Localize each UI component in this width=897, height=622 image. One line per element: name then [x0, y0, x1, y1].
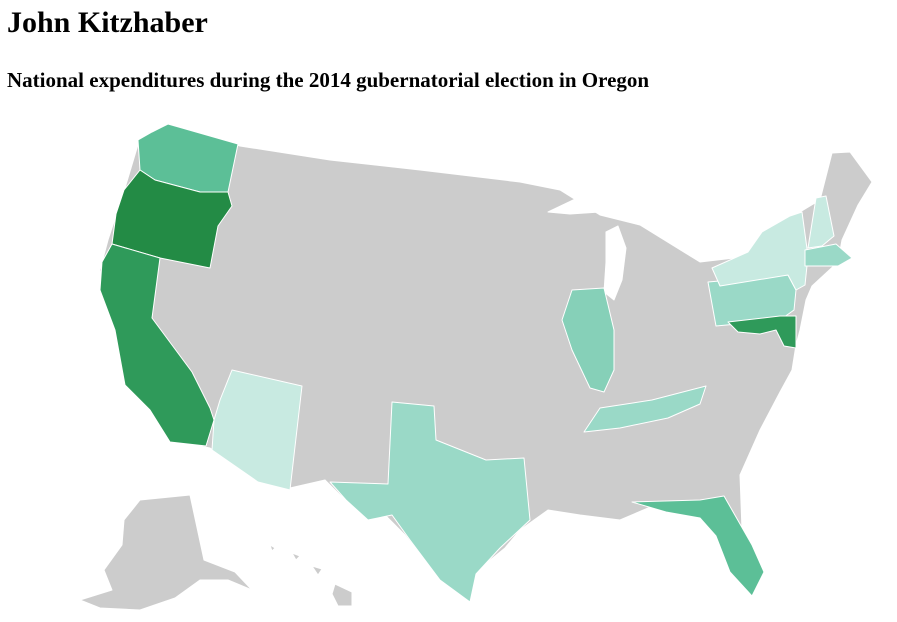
page-subtitle: National expenditures during the 2014 gu…	[7, 68, 650, 92]
state-tennessee[interactable]	[583, 385, 707, 433]
state-california[interactable]	[99, 243, 215, 447]
state-new-hampshire[interactable]	[807, 195, 835, 249]
alaska-shape	[79, 494, 253, 611]
state-texas[interactable]	[329, 401, 531, 603]
hawaii-shape	[269, 544, 353, 607]
state-new-york[interactable]	[711, 211, 809, 291]
lake-michigan	[603, 225, 627, 301]
page-title: John Kitzhaber	[7, 6, 208, 39]
state-arizona[interactable]	[211, 369, 303, 491]
state-massachusetts[interactable]	[804, 243, 853, 267]
lake-superior	[547, 191, 613, 215]
state-florida[interactable]	[631, 495, 765, 597]
state-illinois[interactable]	[561, 287, 615, 393]
state-oregon[interactable]	[111, 169, 233, 269]
state-maryland[interactable]	[727, 315, 797, 349]
